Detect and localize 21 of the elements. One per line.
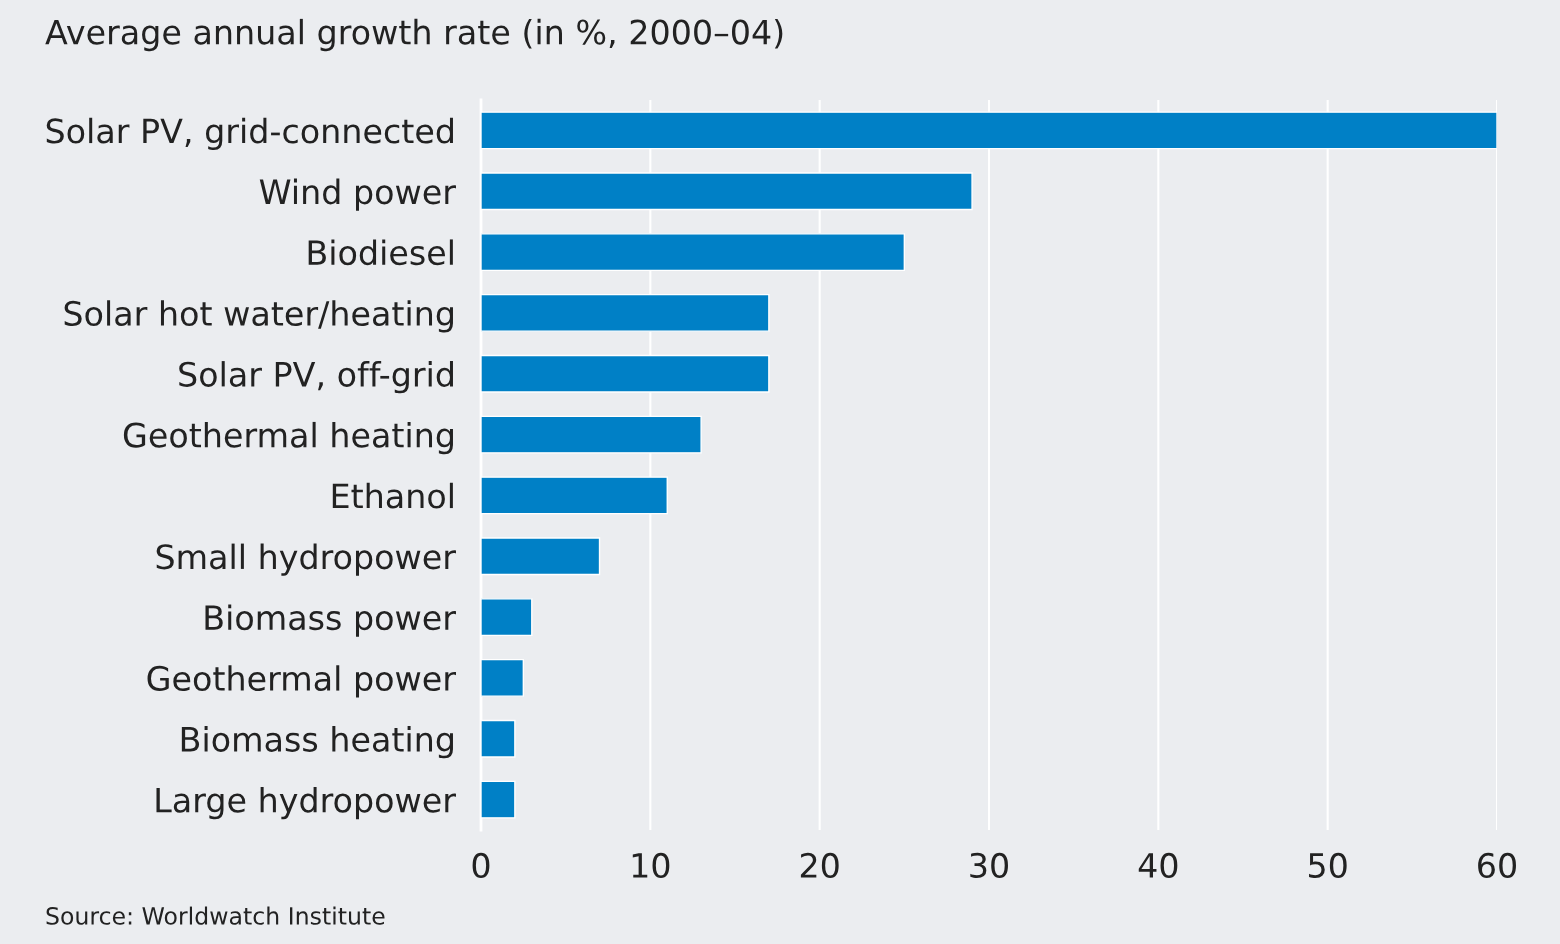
x-tick-label: 60 <box>1478 852 1516 879</box>
x-tick-label: 0 <box>472 852 490 879</box>
x-tick-label: 50 <box>1309 852 1347 879</box>
y-tick-label: Wind power <box>259 178 456 211</box>
y-tick-label: Large hydropower <box>156 786 456 820</box>
x-tick-label: 40 <box>1138 852 1178 879</box>
x-tick-label: 10 <box>632 852 670 879</box>
y-tick-label: Solar hot water/heating <box>64 300 453 333</box>
y-tick-label: Biodiesel <box>308 239 453 266</box>
y-tick-label: Biomass heating <box>181 726 453 759</box>
y-tick-label: Solar PV, grid-connected <box>46 117 453 151</box>
source-note: Source: Worldwatch Institute <box>46 906 385 925</box>
y-tick-label: Geothermal heating <box>123 421 453 455</box>
y-tick-label: Ethanol <box>332 482 453 509</box>
y-tick-label: Geothermal power <box>147 665 456 698</box>
y-tick-label: Solar PV, off-grid <box>179 361 453 394</box>
y-tick-label: Biomass power <box>205 604 456 637</box>
chart-title: Average annual growth rate (in %, 2000–04) <box>45 18 783 52</box>
y-tick-label: Small hydropower <box>156 543 456 576</box>
x-tick-label: 30 <box>970 852 1008 879</box>
x-tick-label: 20 <box>800 852 839 879</box>
